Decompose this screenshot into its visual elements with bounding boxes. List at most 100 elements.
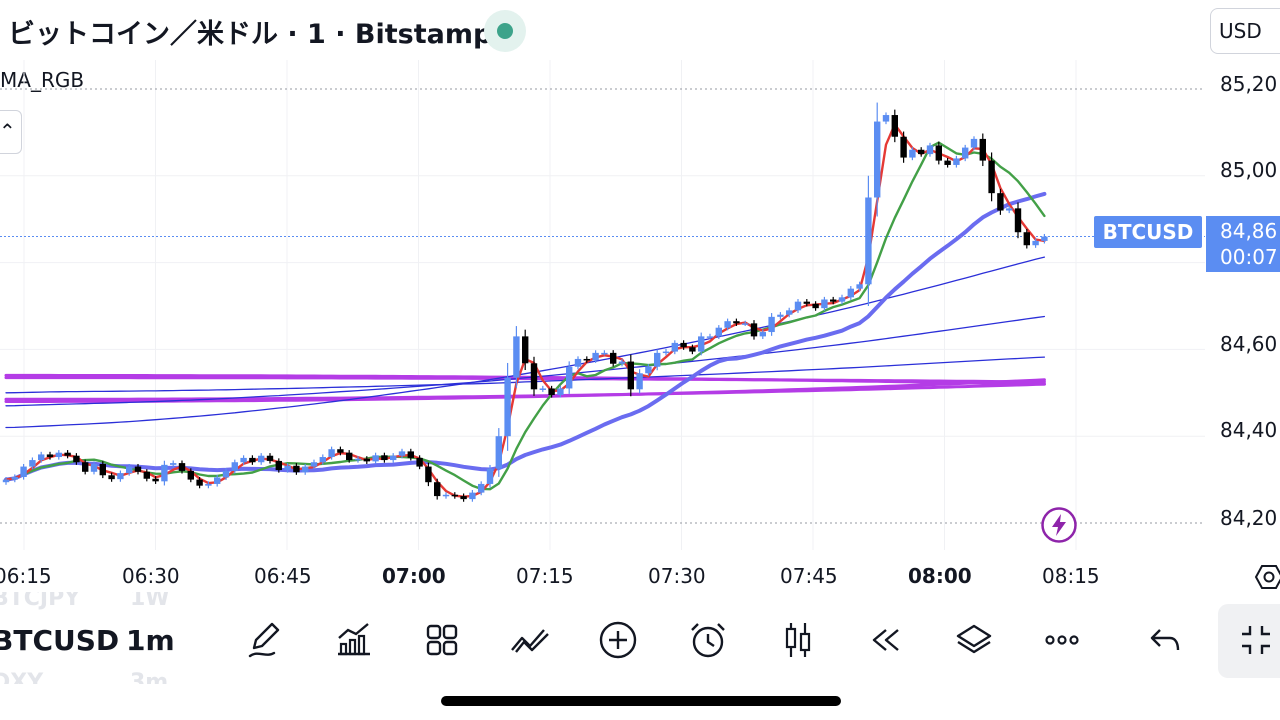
candle-body	[662, 351, 670, 354]
next-interval[interactable]: 3m	[130, 670, 169, 684]
candle	[794, 299, 802, 313]
price-tick: 84,60	[1220, 332, 1278, 356]
candle	[354, 456, 362, 463]
candle	[874, 102, 881, 217]
ma-green-line	[4, 141, 1046, 491]
last-price-value: 84,86	[1220, 219, 1278, 243]
current-interval[interactable]: 1m	[126, 624, 175, 657]
indicator-legend-label[interactable]: MA_RGB	[0, 68, 85, 92]
candle-body	[970, 138, 978, 148]
candle	[240, 455, 247, 465]
candle-body	[99, 463, 106, 476]
home-indicator	[441, 696, 841, 706]
candle	[469, 490, 476, 502]
candle-body	[830, 299, 837, 302]
symbol-carousel[interactable]: BTCJPY 1W DXY 3m	[0, 592, 230, 684]
candle-body	[337, 449, 344, 453]
time-tick: 06:30	[122, 564, 180, 588]
candle	[29, 457, 36, 470]
current-symbol[interactable]: BTCUSD	[0, 624, 120, 657]
candle-body	[935, 145, 942, 161]
candle	[152, 476, 159, 484]
undo-icon[interactable]	[1146, 620, 1186, 660]
candle-body	[574, 358, 582, 367]
candle-body	[592, 352, 599, 361]
candle	[170, 460, 177, 468]
candle	[918, 147, 925, 157]
indicators-icon[interactable]	[510, 620, 550, 660]
candle	[55, 450, 62, 460]
candle-body	[671, 342, 678, 352]
candle	[434, 478, 441, 500]
next-symbol[interactable]: DXY	[0, 670, 44, 684]
candle	[99, 461, 106, 479]
last-price-tag: 84,86 00:07	[1206, 216, 1280, 272]
candle-body	[909, 149, 916, 158]
candle-body	[1032, 240, 1039, 246]
candle	[856, 281, 863, 292]
candle-body	[258, 455, 265, 463]
price-chart[interactable]	[0, 0, 1280, 600]
candle	[645, 364, 652, 376]
candle-body	[636, 373, 643, 390]
candles-icon[interactable]	[778, 620, 818, 660]
candle	[363, 456, 370, 464]
candle-body	[618, 361, 626, 364]
plus-icon[interactable]	[598, 620, 638, 660]
candle-body	[610, 352, 617, 364]
candle-body	[601, 352, 608, 355]
candle-body	[865, 197, 872, 285]
ma-blue-thin-line	[5, 356, 1046, 394]
prev-interval[interactable]: 1W	[130, 592, 170, 611]
candle-body	[583, 358, 590, 361]
price-tick: 84,20	[1220, 506, 1278, 530]
ma-blue-thin-line	[5, 315, 1046, 407]
candle-body	[302, 466, 309, 473]
chart-title[interactable]: ビットコイン／米ドル · 1 · Bitstamp	[8, 19, 493, 50]
candle	[847, 286, 854, 300]
candle-body	[645, 366, 652, 374]
chart-settings-icon[interactable]	[1254, 562, 1280, 592]
candle-body	[214, 477, 221, 484]
candle	[310, 459, 318, 470]
candle	[574, 356, 582, 370]
fullscreen-exit-icon	[1242, 626, 1270, 654]
candle	[715, 325, 722, 339]
candle	[20, 463, 27, 480]
ma-purple-line	[4, 376, 1046, 384]
layers-icon[interactable]	[954, 620, 994, 660]
candle	[759, 329, 766, 339]
candle-body	[11, 476, 18, 480]
candle-body	[706, 336, 714, 338]
candle	[689, 344, 696, 355]
more-icon[interactable]	[1042, 620, 1082, 660]
candle-body	[178, 463, 186, 471]
candle	[495, 428, 502, 477]
grid-icon[interactable]	[422, 620, 462, 660]
candle-body	[434, 482, 441, 497]
candlestick-series	[2, 102, 1048, 502]
flash-icon[interactable]	[1040, 506, 1078, 544]
rewind-icon[interactable]	[866, 620, 906, 660]
candle	[935, 141, 942, 165]
chart-grid	[0, 60, 1205, 550]
candle-body	[548, 388, 555, 395]
candle-body	[390, 455, 397, 461]
collapse-legend-button[interactable]: ⌃	[0, 110, 22, 154]
candle	[460, 493, 467, 502]
market-status-indicator[interactable]	[484, 10, 526, 52]
pen-icon[interactable]	[246, 620, 286, 660]
prev-symbol[interactable]: BTCJPY	[0, 592, 81, 611]
candle	[249, 455, 256, 465]
alarm-icon[interactable]	[688, 620, 728, 660]
time-tick: 07:00	[382, 564, 446, 588]
candle	[803, 299, 810, 307]
candle-body	[742, 323, 749, 325]
time-tick: 07:45	[780, 564, 838, 588]
currency-button[interactable]: USD	[1210, 8, 1280, 54]
chart-bars-icon[interactable]	[334, 620, 374, 660]
fullscreen-exit-button[interactable]	[1218, 604, 1280, 678]
candle-body	[794, 301, 802, 311]
candle-body	[997, 193, 1004, 211]
time-tick: 07:15	[516, 564, 574, 588]
